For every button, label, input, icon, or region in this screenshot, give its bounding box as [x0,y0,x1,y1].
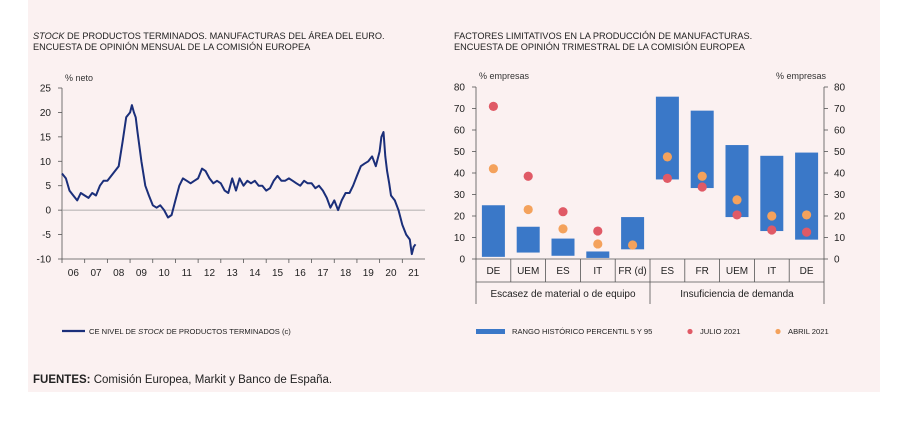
legend-abril-swatch [775,328,781,335]
julio-point [523,171,533,181]
y-tick-label: 5 [45,181,51,192]
range-bar [551,238,575,256]
julio-point [767,225,777,235]
legend-range-label: RANGO HISTÓRICO PERCENTIL 5 Y 95 [512,327,652,336]
abril-point [767,211,777,221]
category-label: UEM [726,266,748,277]
x-tick-label: 21 [408,268,420,279]
y-tick-label-right: 40 [834,169,846,180]
abril-point [697,171,707,181]
y-axis-label-right: % empresas [776,71,827,81]
abril-point [662,152,673,162]
y-tick-label-left: 60 [454,126,466,137]
legend-range-swatch [476,329,505,334]
category-label: DE [486,266,500,277]
category-label: FR (d) [618,266,646,277]
y-tick-label: -5 [42,230,51,241]
y-tick-label-right: 30 [834,190,846,201]
abril-point [558,224,568,234]
x-tick-label: 17 [317,268,329,279]
y-tick-label-right: 60 [834,126,846,137]
range-bar [621,217,645,250]
y-tick-label-left: 30 [454,190,466,201]
group-label: Escasez de material o de equipo [490,289,636,300]
y-tick-label-right: 50 [834,147,846,158]
y-tick-label-left: 0 [459,255,465,266]
right-chart-title: FACTORES LIMITATIVOS EN LA PRODUCCIÓN DE… [454,31,753,52]
x-tick-label: 06 [68,268,80,279]
legend-abril-label: ABRIL 2021 [788,327,829,336]
legend-julio-swatch [687,328,693,335]
category-label: FR [696,266,709,277]
julio-point [558,207,568,217]
x-tick-label: 14 [249,268,261,279]
x-tick-label: 12 [204,268,216,279]
julio-point [732,210,742,220]
range-bar [795,152,819,240]
category-label: ES [556,266,570,277]
abril-point [802,210,812,220]
left-chart-title: STOCK DE PRODUCTOS TERMINADOS. MANUFACTU… [33,31,385,52]
range-bar [655,96,679,180]
y-tick-label-left: 70 [454,104,466,115]
y-tick-label: 20 [40,108,52,119]
source-note: FUENTES: Comisión Europea, Markit y Banc… [33,374,333,386]
category-label: DE [800,266,814,277]
abril-point [628,240,638,250]
x-tick-label: 08 [113,268,125,279]
abril-point [593,239,603,249]
julio-point [593,226,603,236]
y-tick-label-left: 10 [454,233,466,244]
julio-point [802,227,812,237]
legend-label: CE NIVEL DE STOCK DE PRODUCTOS TERMINADO… [89,327,291,336]
x-tick-label: 09 [136,268,148,279]
category-label: ES [661,266,675,277]
y-tick-label-right: 20 [834,212,846,223]
y-tick-label-left: 50 [454,147,466,158]
stock-series-line [61,104,417,256]
abril-point [488,164,498,174]
x-tick-label: 18 [340,268,352,279]
y-tick-label-right: 70 [834,104,846,115]
y-tick-label: -10 [37,255,52,266]
x-tick-label: 11 [182,268,193,279]
x-tick-label: 10 [159,268,171,279]
julio-point [697,182,707,192]
x-tick-label: 13 [227,268,239,279]
category-label: UEM [517,266,539,277]
y-tick-label: 0 [45,206,51,217]
range-bar [586,251,610,258]
x-tick-label: 20 [385,268,397,279]
y-tick-label-right: 0 [834,255,840,266]
y-tick-label: 10 [40,157,52,168]
legend-julio-label: JULIO 2021 [700,327,741,336]
y-tick-label-right: 80 [834,83,846,94]
x-tick-label: 15 [272,268,284,279]
y-tick-label-right: 10 [834,233,846,244]
category-label: IT [767,266,776,277]
x-tick-label: 19 [363,268,375,279]
category-label: IT [593,266,602,277]
x-tick-label: 07 [90,268,102,279]
julio-point [488,101,498,111]
range-bar [481,205,505,257]
y-tick-label: 15 [40,132,52,143]
abril-point [523,204,533,215]
y-axis-label-left: % empresas [479,71,530,81]
range-bar [516,226,540,253]
y-tick-label-left: 20 [454,212,466,223]
range-bar [760,155,784,232]
abril-point [732,195,742,205]
x-tick-label: 16 [295,268,307,279]
julio-point [662,173,673,183]
y-axis-label: % neto [65,73,93,83]
y-tick-label: 25 [40,84,52,95]
range-bar [690,110,714,189]
range-bar [725,145,749,218]
group-label: Insuficiencia de demanda [680,289,794,300]
y-tick-label-left: 80 [454,83,466,94]
y-tick-label-left: 40 [454,169,466,180]
